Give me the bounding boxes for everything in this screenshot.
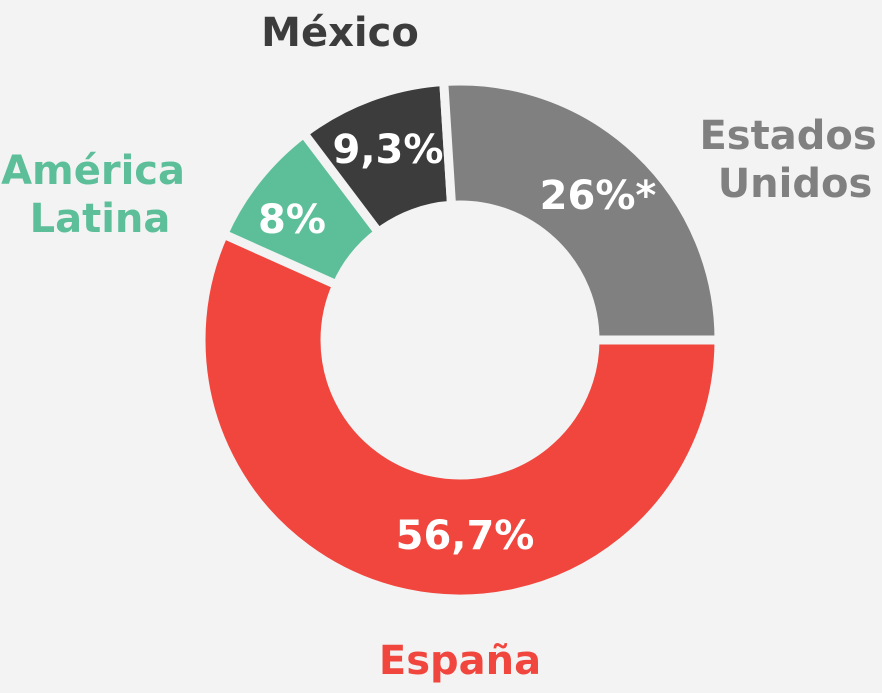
category-label: Estados Unidos bbox=[699, 113, 882, 207]
label-line: Latina bbox=[30, 196, 171, 242]
value-label: 56,7% bbox=[396, 513, 535, 559]
value-label: 9,3% bbox=[333, 127, 444, 173]
label-line: América bbox=[1, 148, 199, 194]
category-label: México bbox=[261, 10, 419, 56]
category-label: España bbox=[379, 638, 541, 684]
category-label: América Latina bbox=[1, 148, 199, 242]
donut-segment bbox=[438, 76, 724, 345]
label-line: Estados bbox=[699, 113, 882, 159]
label-line: Unidos bbox=[718, 161, 873, 207]
value-label: 8% bbox=[258, 197, 326, 243]
value-label: 26%* bbox=[540, 173, 657, 219]
donut-segment bbox=[196, 228, 724, 604]
